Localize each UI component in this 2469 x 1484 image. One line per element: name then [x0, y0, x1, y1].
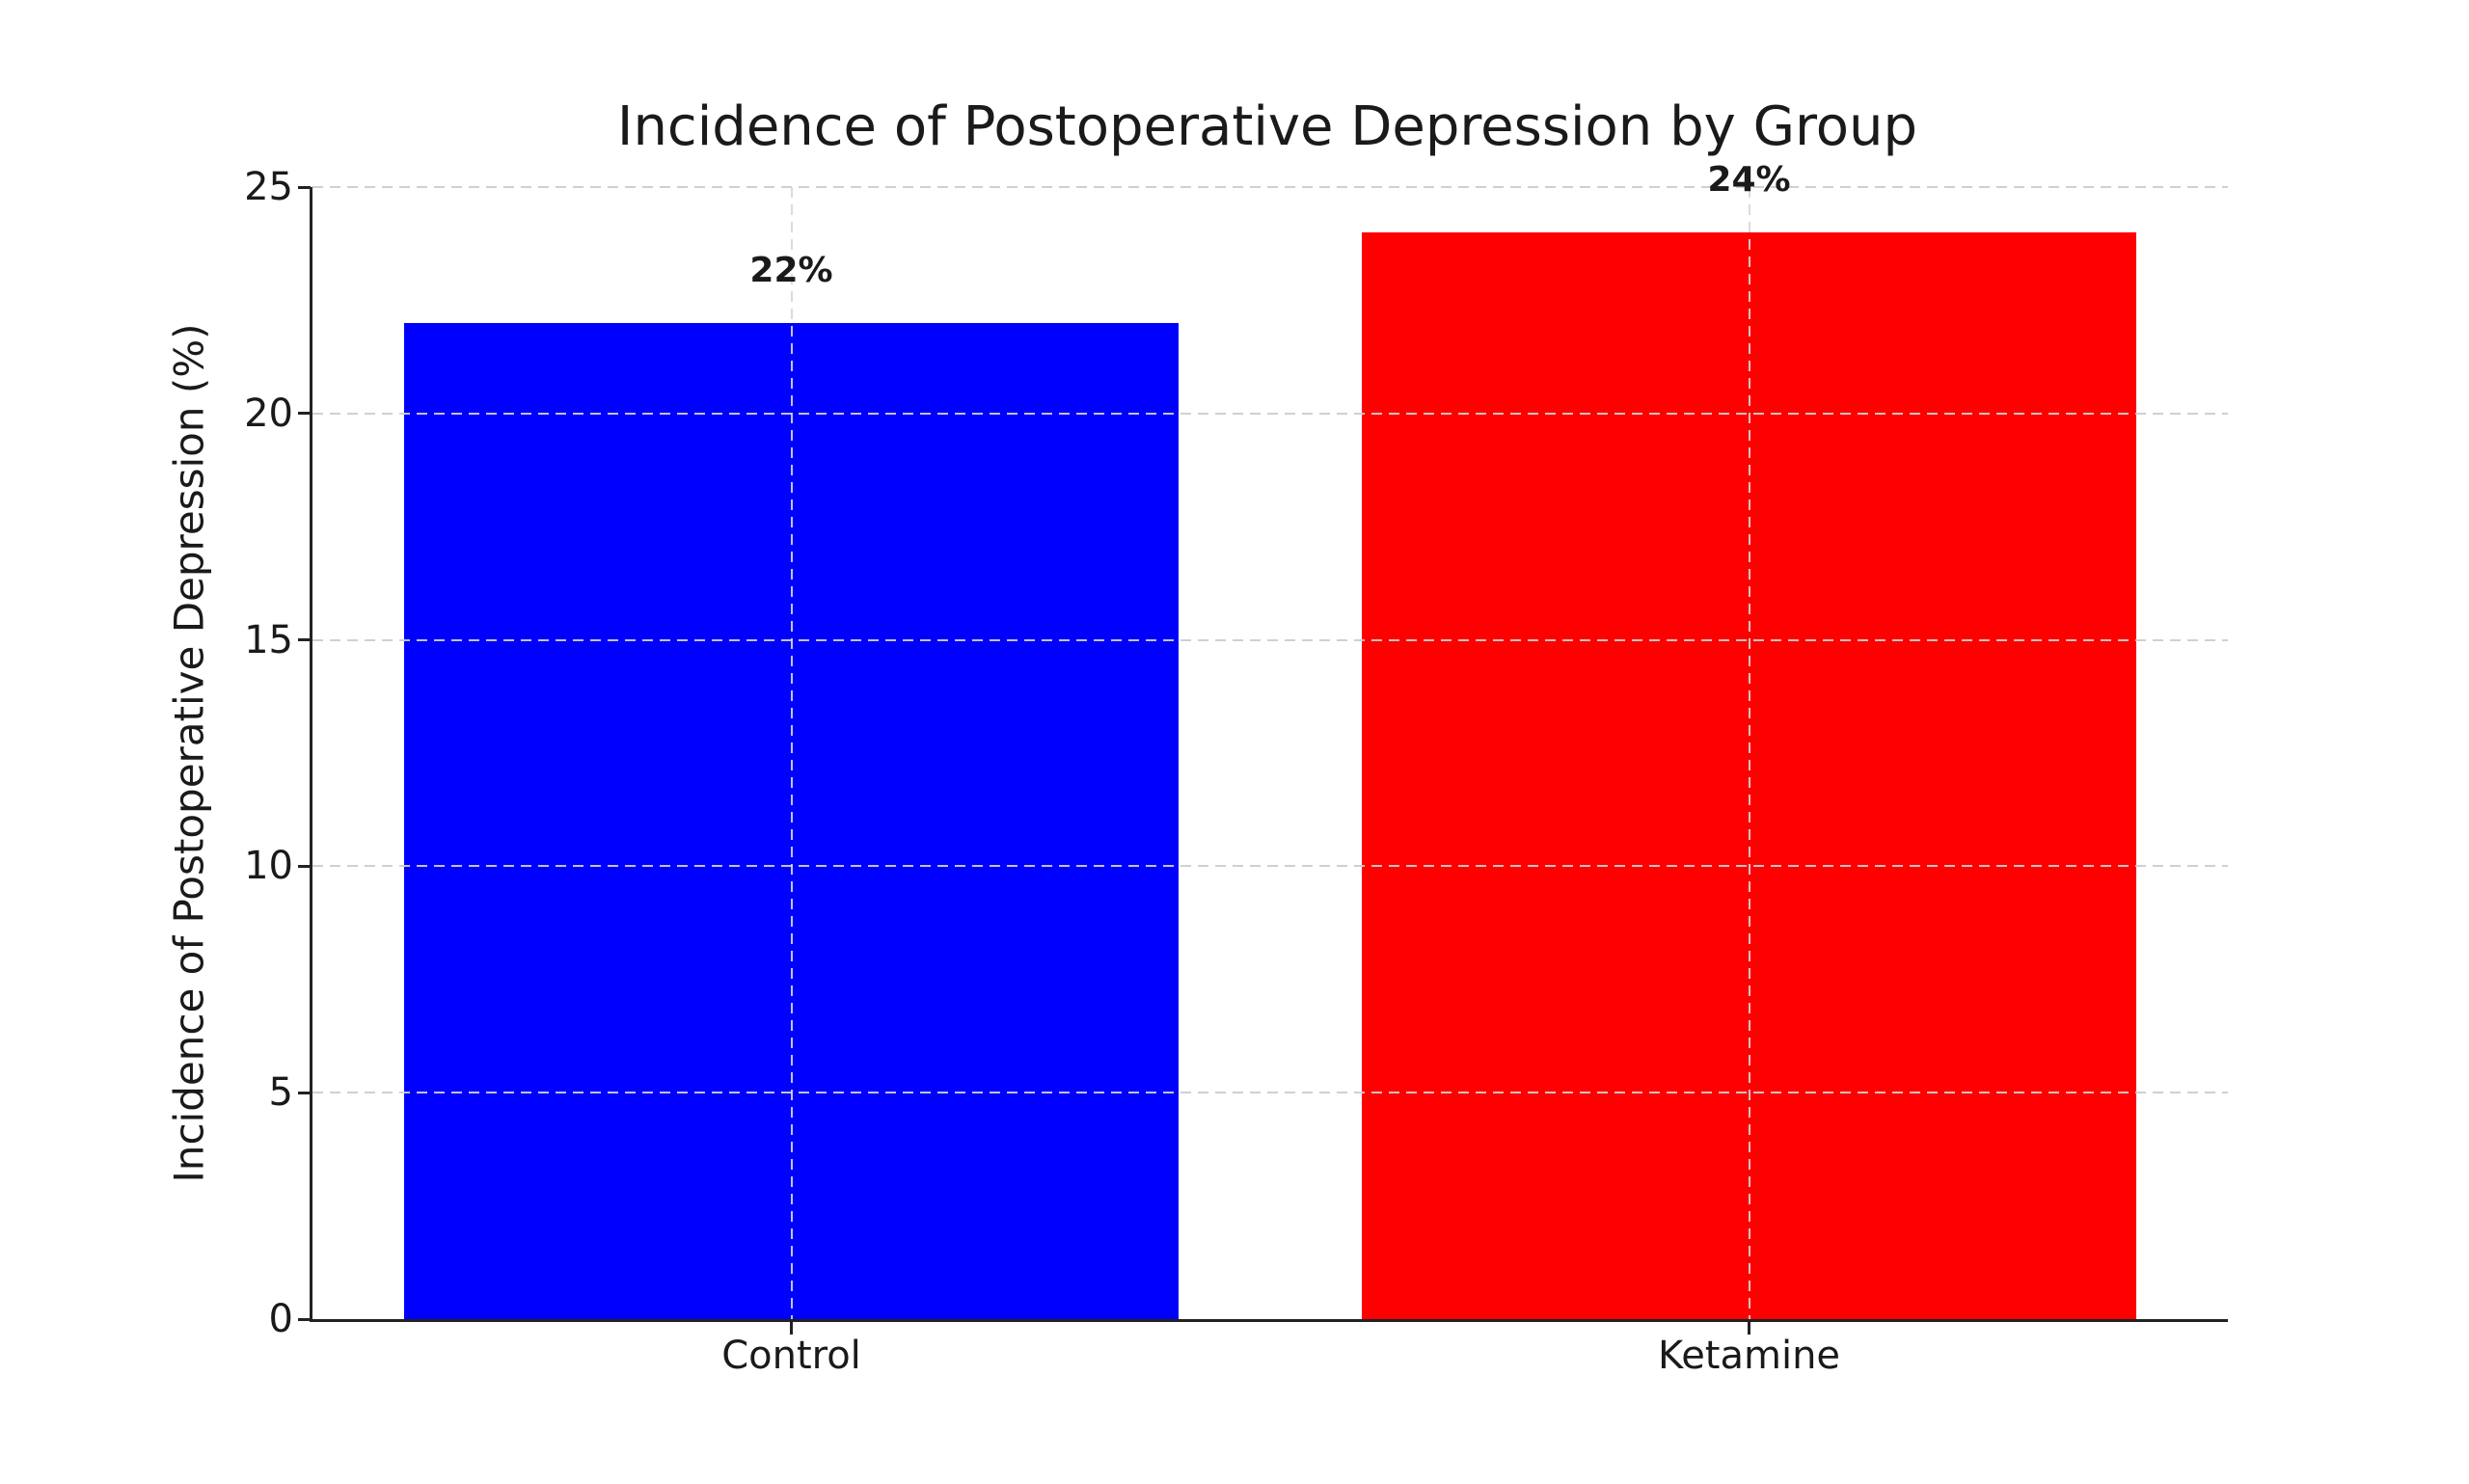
y-axis-label: Incidence of Postoperative Depression (%…: [165, 323, 213, 1183]
h-gridline-10: [312, 865, 2228, 868]
y-tick-mark-20: [298, 412, 311, 416]
h-gridline-5: [312, 1092, 2228, 1094]
y-tick-mark-5: [298, 1091, 311, 1094]
x-tick-mark-control: [790, 1322, 793, 1335]
v-gridline-ketamine: [1748, 187, 1750, 1319]
y-tick-label-25: 25: [244, 165, 293, 209]
chart-title: Incidence of Postoperative Depression by…: [616, 95, 1918, 158]
plot-area: 0 5 10 15 20 25 22% Control 24% Ketamine: [244, 161, 2228, 1378]
h-gridline-15: [312, 638, 2228, 641]
y-tick-mark-10: [298, 864, 311, 868]
h-gridline-20: [312, 412, 2228, 415]
y-tick-mark-0: [298, 1317, 311, 1321]
x-tick-mark-ketamine: [1748, 1322, 1750, 1335]
y-tick-label-5: 5: [268, 1070, 293, 1116]
y-tick-label-20: 20: [244, 391, 293, 436]
y-tick-label-15: 15: [244, 617, 293, 662]
y-tick-label-0: 0: [268, 1297, 293, 1341]
bar-value-label-ketamine: 24%: [1707, 160, 1791, 201]
bar-value-label-control: 22%: [749, 251, 833, 291]
y-tick-mark-15: [298, 638, 311, 642]
y-tick-mark-25: [298, 185, 311, 189]
h-gridline-25: [312, 186, 2228, 188]
x-tick-label-control: Control: [721, 1334, 861, 1378]
v-gridline-control: [790, 187, 793, 1319]
x-tick-label-ketamine: Ketamine: [1657, 1334, 1841, 1378]
y-tick-label-10: 10: [244, 844, 293, 889]
